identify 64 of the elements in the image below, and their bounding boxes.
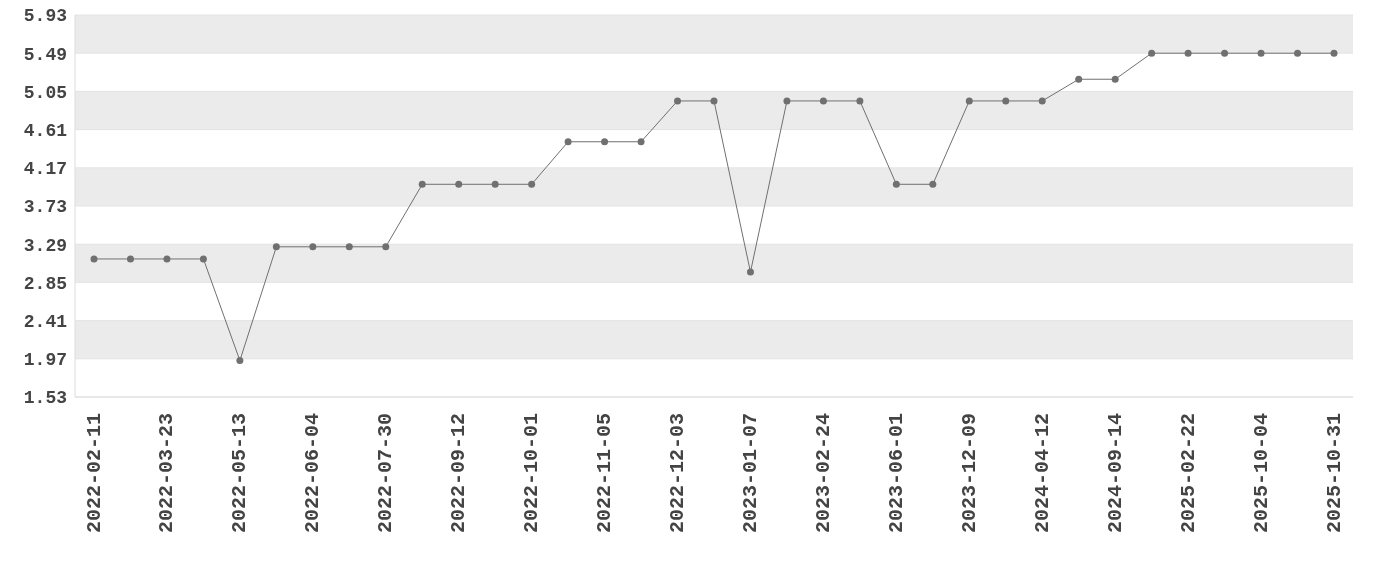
- y-tick-label: 5.49: [23, 44, 67, 65]
- x-tick-label: 2024-04-12: [1030, 413, 1054, 534]
- point: [819, 97, 827, 105]
- x-tick-label: 2022-10-01: [520, 413, 544, 534]
- point: [965, 97, 973, 105]
- point: [710, 97, 718, 105]
- x-tick-label: 2023-02-24: [811, 413, 835, 534]
- x-tick-label: 2025-02-22: [1176, 413, 1200, 534]
- point: [236, 357, 244, 365]
- point: [90, 255, 98, 263]
- y-tick-label: 2.85: [23, 273, 67, 294]
- x-tick-label: 2025-10-04: [1249, 413, 1273, 534]
- x-tick-label: 2022-05-13: [228, 413, 252, 534]
- point: [637, 138, 645, 146]
- x-tick-label: 2022-06-04: [301, 413, 325, 534]
- point: [674, 97, 682, 105]
- y-tick-label: 2.41: [23, 311, 68, 332]
- point: [345, 243, 353, 251]
- point: [491, 180, 499, 188]
- point: [601, 138, 609, 146]
- point: [418, 180, 426, 188]
- point: [199, 255, 207, 263]
- y-tick-label: 1.97: [23, 350, 67, 371]
- point: [272, 243, 280, 251]
- point: [783, 97, 791, 105]
- point: [929, 180, 937, 188]
- point: [163, 255, 171, 263]
- point: [1002, 97, 1010, 105]
- x-tick-label: 2023-12-09: [957, 413, 981, 534]
- x-tick-label: 2022-02-11: [82, 413, 106, 534]
- point: [528, 180, 536, 188]
- point: [1221, 49, 1229, 57]
- point: [1257, 49, 1265, 57]
- point: [1075, 75, 1083, 83]
- x-tick-label: 2025-10-31: [1322, 413, 1346, 534]
- y-tick-label: 3.29: [23, 235, 67, 256]
- point: [1111, 75, 1119, 83]
- point: [856, 97, 864, 105]
- point: [455, 180, 463, 188]
- x-tick-label: 2023-01-07: [738, 413, 762, 534]
- point: [382, 243, 390, 251]
- y-tick-label: 1.53: [23, 388, 67, 409]
- x-tick-label: 2022-09-12: [447, 413, 471, 534]
- y-tick-label: 5.05: [23, 82, 67, 103]
- point: [309, 243, 317, 251]
- point: [1038, 97, 1046, 105]
- y-tick-label: 4.61: [23, 120, 68, 141]
- point: [746, 268, 754, 276]
- x-tick-label: 2022-03-23: [155, 413, 179, 534]
- x-tick-label: 2023-06-01: [884, 413, 908, 534]
- point: [1294, 49, 1302, 57]
- x-tick-label: 2024-09-14: [1103, 413, 1127, 534]
- x-tick-label: 2022-11-05: [593, 413, 617, 534]
- y-tick-label: 4.17: [23, 159, 67, 180]
- point: [1330, 49, 1338, 57]
- point: [126, 255, 134, 263]
- y-tick-label: 3.73: [23, 197, 67, 218]
- x-tick-label: 2022-07-30: [374, 413, 398, 534]
- point: [1148, 49, 1156, 57]
- point: [564, 138, 572, 146]
- point: [1184, 49, 1192, 57]
- point: [892, 180, 900, 188]
- x-tick-label: 2022-12-03: [666, 413, 690, 534]
- y-tick-label: 5.93: [23, 6, 67, 27]
